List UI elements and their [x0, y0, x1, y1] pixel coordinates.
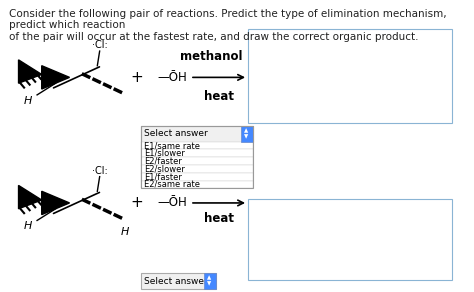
Polygon shape: [42, 66, 70, 89]
Text: —ŌH: —ŌH: [157, 197, 187, 209]
Text: E1/same rate: E1/same rate: [144, 141, 200, 150]
Text: ▲
▼: ▲ ▼: [208, 276, 211, 286]
Bar: [141, 126, 253, 142]
Polygon shape: [42, 191, 70, 215]
Text: —ŌH: —ŌH: [157, 71, 187, 84]
Bar: [204, 273, 216, 289]
Bar: [141, 142, 253, 150]
Polygon shape: [18, 185, 42, 209]
Bar: [141, 150, 253, 157]
Bar: [248, 199, 452, 280]
Polygon shape: [18, 60, 42, 83]
Bar: [141, 165, 253, 173]
Text: Select answer: Select answer: [144, 277, 208, 286]
Bar: [248, 29, 452, 123]
Text: methanol: methanol: [180, 51, 242, 63]
Text: E2/slower: E2/slower: [144, 164, 184, 173]
Bar: [141, 180, 253, 188]
Bar: [141, 157, 253, 165]
Bar: [141, 273, 216, 289]
Text: E2/same rate: E2/same rate: [144, 180, 200, 189]
Text: +: +: [130, 70, 143, 85]
Text: E2/faster: E2/faster: [144, 157, 182, 166]
Text: Consider the following pair of reactions. Predict the type of elimination mechan: Consider the following pair of reactions…: [9, 9, 447, 42]
Text: ·Cl:: ·Cl:: [92, 166, 108, 176]
Text: E1/faster: E1/faster: [144, 172, 182, 181]
Text: H: H: [121, 227, 129, 237]
Text: heat: heat: [204, 213, 234, 225]
Bar: [241, 126, 253, 142]
Text: ▲
▼: ▲ ▼: [245, 128, 249, 139]
Bar: [141, 173, 253, 180]
Text: H: H: [24, 96, 32, 106]
Text: Select answer: Select answer: [144, 129, 208, 138]
Text: methanol: methanol: [180, 176, 242, 189]
Text: heat: heat: [204, 90, 234, 103]
Bar: [141, 126, 253, 188]
Text: E1/slower: E1/slower: [144, 149, 184, 158]
Text: ·Cl:: ·Cl:: [92, 40, 108, 50]
Text: +: +: [130, 195, 143, 211]
Text: H: H: [24, 221, 32, 231]
